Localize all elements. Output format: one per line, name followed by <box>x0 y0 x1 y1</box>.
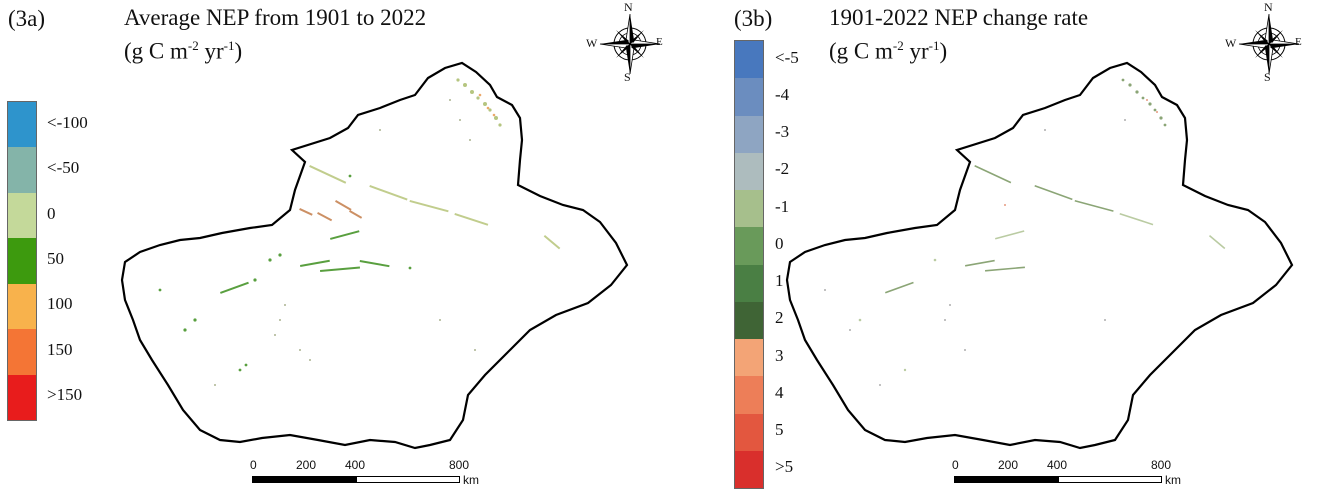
scale-unit: km <box>463 473 479 487</box>
panel-average-nep: (3a) Average NEP from 1901 to 2022 (g C … <box>0 0 663 493</box>
legend-swatch <box>735 376 763 414</box>
region-map-b <box>785 61 1294 450</box>
map-title: 1901-2022 NEP change rate (g C m-2 yr-1) <box>829 4 1088 66</box>
legend-label: 5 <box>775 420 784 440</box>
legend-label: <-100 <box>47 112 88 132</box>
legend-swatch <box>8 374 36 420</box>
scale-unit: km <box>1165 473 1181 487</box>
legend-label: <-5 <box>775 47 799 67</box>
panel-nep-change-rate: (3b) 1901-2022 NEP change rate (g C m-2 … <box>662 0 1325 493</box>
legend-swatch <box>8 102 36 148</box>
legend-swatch <box>735 339 763 377</box>
scale-bar <box>252 476 460 483</box>
legend-colorbar-b <box>734 40 764 489</box>
scale-tick-400: 400 <box>1047 458 1068 472</box>
legend-swatch <box>735 301 763 339</box>
scale-tick-800: 800 <box>1151 458 1172 472</box>
scale-tick-200: 200 <box>998 458 1019 472</box>
compass-e-label: E <box>656 36 663 48</box>
legend-label: 150 <box>47 339 73 359</box>
panel-label: (3b) <box>734 6 773 31</box>
legend-label: 4 <box>775 382 784 402</box>
compass-s-label: S <box>624 70 631 84</box>
legend-swatch <box>735 264 763 302</box>
compass-s-label: S <box>1264 70 1271 84</box>
legend-label: 100 <box>47 294 73 314</box>
legend-label: 0 <box>775 233 784 253</box>
legend-label: 50 <box>47 249 64 268</box>
scale-bar <box>954 476 1162 483</box>
legend-label: -1 <box>775 196 790 216</box>
legend-swatch <box>8 329 36 375</box>
legend-swatch <box>735 450 763 488</box>
scale-tick-400: 400 <box>345 458 366 472</box>
compass-w-label: W <box>586 36 598 50</box>
legend-swatch <box>735 227 763 265</box>
map-title: Average NEP from 1901 to 2022 (g C m-2 y… <box>124 4 426 66</box>
legend-swatch <box>735 190 763 228</box>
legend-swatch <box>735 413 763 451</box>
scale-tick-0: 0 <box>250 458 257 472</box>
legend-swatch <box>735 115 763 153</box>
legend-swatch <box>8 147 36 193</box>
legend-label: 0 <box>47 203 56 223</box>
legend-label: <-50 <box>47 158 80 178</box>
legend-label: >150 <box>47 385 83 405</box>
legend-swatch <box>8 192 36 239</box>
compass-n-label: N <box>624 0 633 14</box>
compass-n-label: N <box>1264 0 1273 14</box>
nep-pixel-clusters <box>158 78 561 386</box>
legend-label: -3 <box>775 122 790 142</box>
region-map-a <box>120 61 629 450</box>
legend-label: 3 <box>775 345 784 365</box>
legend-label: -2 <box>775 159 790 179</box>
panel-label: (3a) <box>8 6 46 31</box>
title-line-1: Average NEP from 1901 to 2022 <box>124 5 427 30</box>
title-line-2: (g C m-2 yr-1) <box>124 38 243 64</box>
legend-label: 2 <box>775 308 784 328</box>
legend-label: >5 <box>775 457 794 477</box>
legend-swatch <box>735 78 763 116</box>
legend-label: 1 <box>775 271 784 291</box>
legend-label: -4 <box>775 84 790 104</box>
region-boundary <box>120 61 629 450</box>
legend-swatch <box>735 41 763 79</box>
title-line-2: (g C m-2 yr-1) <box>829 38 948 64</box>
title-line-1: 1901-2022 NEP change rate <box>829 5 1089 30</box>
legend-swatch <box>735 152 763 190</box>
region-boundary <box>785 61 1294 450</box>
legend-swatch <box>8 283 36 330</box>
legend-swatch <box>8 238 36 284</box>
scale-tick-200: 200 <box>296 458 317 472</box>
change-rate-pixel-clusters <box>824 78 1226 386</box>
north-arrow-compass-icon <box>1238 13 1300 75</box>
compass-e-label: E <box>1295 36 1302 48</box>
north-arrow-compass-icon <box>599 13 661 75</box>
compass-w-label: W <box>1225 36 1237 50</box>
scale-tick-0: 0 <box>952 458 959 472</box>
legend-colorbar-a <box>7 101 37 421</box>
scale-tick-800: 800 <box>449 458 470 472</box>
